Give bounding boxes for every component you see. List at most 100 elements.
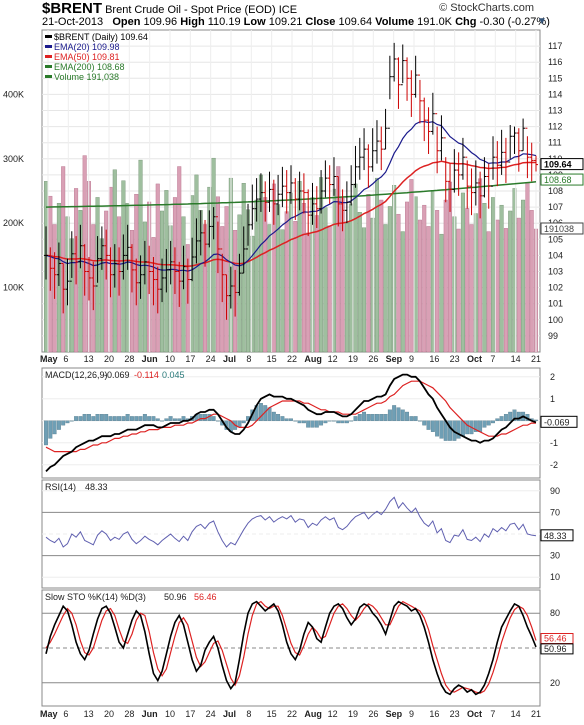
volume-bar bbox=[177, 166, 182, 353]
macd-histogram-bar bbox=[160, 420, 165, 422]
volume-tick: 200K bbox=[3, 218, 24, 228]
x-tick-label: Jul bbox=[223, 354, 236, 364]
macd-histogram-bar bbox=[215, 420, 220, 422]
rsi-label: RSI(14) bbox=[45, 482, 76, 492]
volume-bar bbox=[362, 227, 367, 353]
macd-histogram-bar bbox=[362, 411, 367, 421]
price-y-tick: 102 bbox=[548, 283, 563, 293]
price-y-tick: 113 bbox=[548, 106, 562, 116]
macd-histogram-bar bbox=[69, 420, 74, 422]
volume-bar bbox=[499, 204, 504, 353]
macd-histogram-bar bbox=[413, 416, 418, 421]
price-y-tick: 107 bbox=[548, 202, 563, 212]
bottom-x-tick-label: 26 bbox=[368, 709, 378, 719]
high-value: 110.19 bbox=[207, 16, 241, 28]
price-y-tick: 112 bbox=[548, 122, 562, 132]
bottom-x-tick-label: Jun bbox=[142, 709, 158, 719]
volume-bar bbox=[254, 199, 259, 353]
dropdown-arrow-icon[interactable]: ▼ bbox=[537, 16, 547, 27]
macd-histogram-bar bbox=[121, 416, 126, 421]
legend-swatch bbox=[45, 45, 52, 48]
macd-histogram-bar bbox=[44, 420, 48, 446]
bottom-x-tick-label: Aug bbox=[304, 709, 322, 719]
macd-histogram-bar bbox=[289, 418, 293, 421]
bottom-x-tick-label: Sep bbox=[386, 709, 403, 719]
volume-bar bbox=[529, 210, 534, 353]
quote-date: 21-Oct-2013 bbox=[42, 16, 104, 28]
legend-swatch bbox=[45, 35, 52, 38]
x-tick-label: May bbox=[40, 354, 58, 364]
macd-histogram-bar bbox=[280, 416, 285, 421]
macd-histogram-bar bbox=[357, 414, 362, 421]
volume-bar bbox=[306, 232, 311, 353]
sto-d-value: 56.46 bbox=[194, 592, 217, 602]
volume-bar bbox=[327, 225, 332, 353]
volume-bar bbox=[443, 199, 448, 353]
macd-tag-box bbox=[540, 415, 578, 428]
x-tick-label: 19 bbox=[348, 354, 358, 364]
macd-histogram-bar bbox=[319, 420, 324, 426]
macd-histogram-bar bbox=[327, 420, 332, 422]
macd-histogram-bar bbox=[409, 416, 414, 421]
x-tick-label: 14 bbox=[511, 354, 521, 364]
volume-bar bbox=[344, 221, 349, 353]
macd-histogram-bar bbox=[293, 420, 298, 422]
macd-histogram-bar bbox=[134, 416, 139, 421]
price-y-tick: 115 bbox=[548, 73, 562, 83]
x-tick-label: 13 bbox=[84, 354, 94, 364]
macd-histogram-bar bbox=[516, 411, 521, 421]
macd-y-tick: 2 bbox=[550, 372, 555, 382]
sto-k-value: 50.96 bbox=[164, 592, 187, 602]
macd-histogram-bar bbox=[198, 414, 203, 421]
chart-description: Brent Crude Oil - Spot Price (EOD) bbox=[105, 4, 276, 16]
volume-bar bbox=[353, 183, 358, 353]
macd-histogram-bar bbox=[314, 420, 319, 428]
macd-histogram-bar bbox=[426, 420, 431, 430]
volume-bar bbox=[104, 210, 109, 353]
macd-histogram-bar bbox=[99, 414, 104, 421]
macd-signal-line bbox=[45, 380, 537, 453]
macd-histogram-bar bbox=[439, 420, 444, 439]
macd-histogram-bar bbox=[74, 416, 79, 421]
symbol-title: $BRENT bbox=[42, 0, 103, 17]
low-value: 109.21 bbox=[268, 16, 303, 28]
volume-bar bbox=[435, 210, 440, 353]
macd-histogram-bar bbox=[465, 420, 470, 435]
legend-text: EMA(20) 109.98 bbox=[54, 42, 120, 52]
macd-histogram-bar bbox=[301, 420, 306, 424]
macd-histogram-bar bbox=[491, 420, 495, 424]
legend-swatch bbox=[45, 65, 52, 68]
bottom-x-tick-label: 17 bbox=[185, 709, 195, 719]
close-label: Close bbox=[305, 16, 336, 28]
rsi-tag-box bbox=[540, 529, 574, 542]
volume-bar bbox=[409, 179, 414, 353]
bottom-x-tick-label: 28 bbox=[124, 709, 134, 719]
macd-histogram-bar bbox=[512, 409, 517, 421]
x-tick-label: 6 bbox=[63, 354, 68, 364]
bottom-x-tick-label: 10 bbox=[165, 709, 175, 719]
price-y-tick: 105 bbox=[548, 234, 563, 244]
volume-bar bbox=[417, 219, 422, 353]
macd-histogram-bar bbox=[306, 420, 311, 428]
chart-header: $BRENT Brent Crude Oil - Spot Price (EOD… bbox=[42, 0, 297, 17]
volume-tick: 100K bbox=[3, 283, 24, 293]
macd-histogram-bar bbox=[48, 420, 53, 439]
macd-histogram-bar bbox=[400, 409, 405, 421]
bottom-x-tick-label: 19 bbox=[348, 709, 358, 719]
legend-swatch bbox=[45, 55, 52, 58]
x-tick-label: 20 bbox=[104, 354, 114, 364]
price-y-tick: 111 bbox=[548, 138, 562, 148]
macd-histogram-bar bbox=[422, 420, 427, 426]
macd-histogram-bar bbox=[486, 420, 491, 426]
volume-bar bbox=[267, 224, 272, 353]
macd-histogram-bar bbox=[340, 420, 345, 424]
price-tag: 191038 bbox=[544, 224, 574, 234]
macd-y-tick: -1 bbox=[550, 438, 558, 448]
price-y-tick: 100 bbox=[548, 315, 563, 325]
bottom-x-tick-label: 20 bbox=[104, 709, 114, 719]
macd-histogram-bar bbox=[284, 418, 289, 421]
macd-histogram-bar bbox=[130, 416, 134, 421]
macd-histogram-bar bbox=[534, 419, 538, 421]
volume-bar bbox=[168, 225, 173, 353]
macd-tag: -0.069 bbox=[544, 417, 570, 427]
